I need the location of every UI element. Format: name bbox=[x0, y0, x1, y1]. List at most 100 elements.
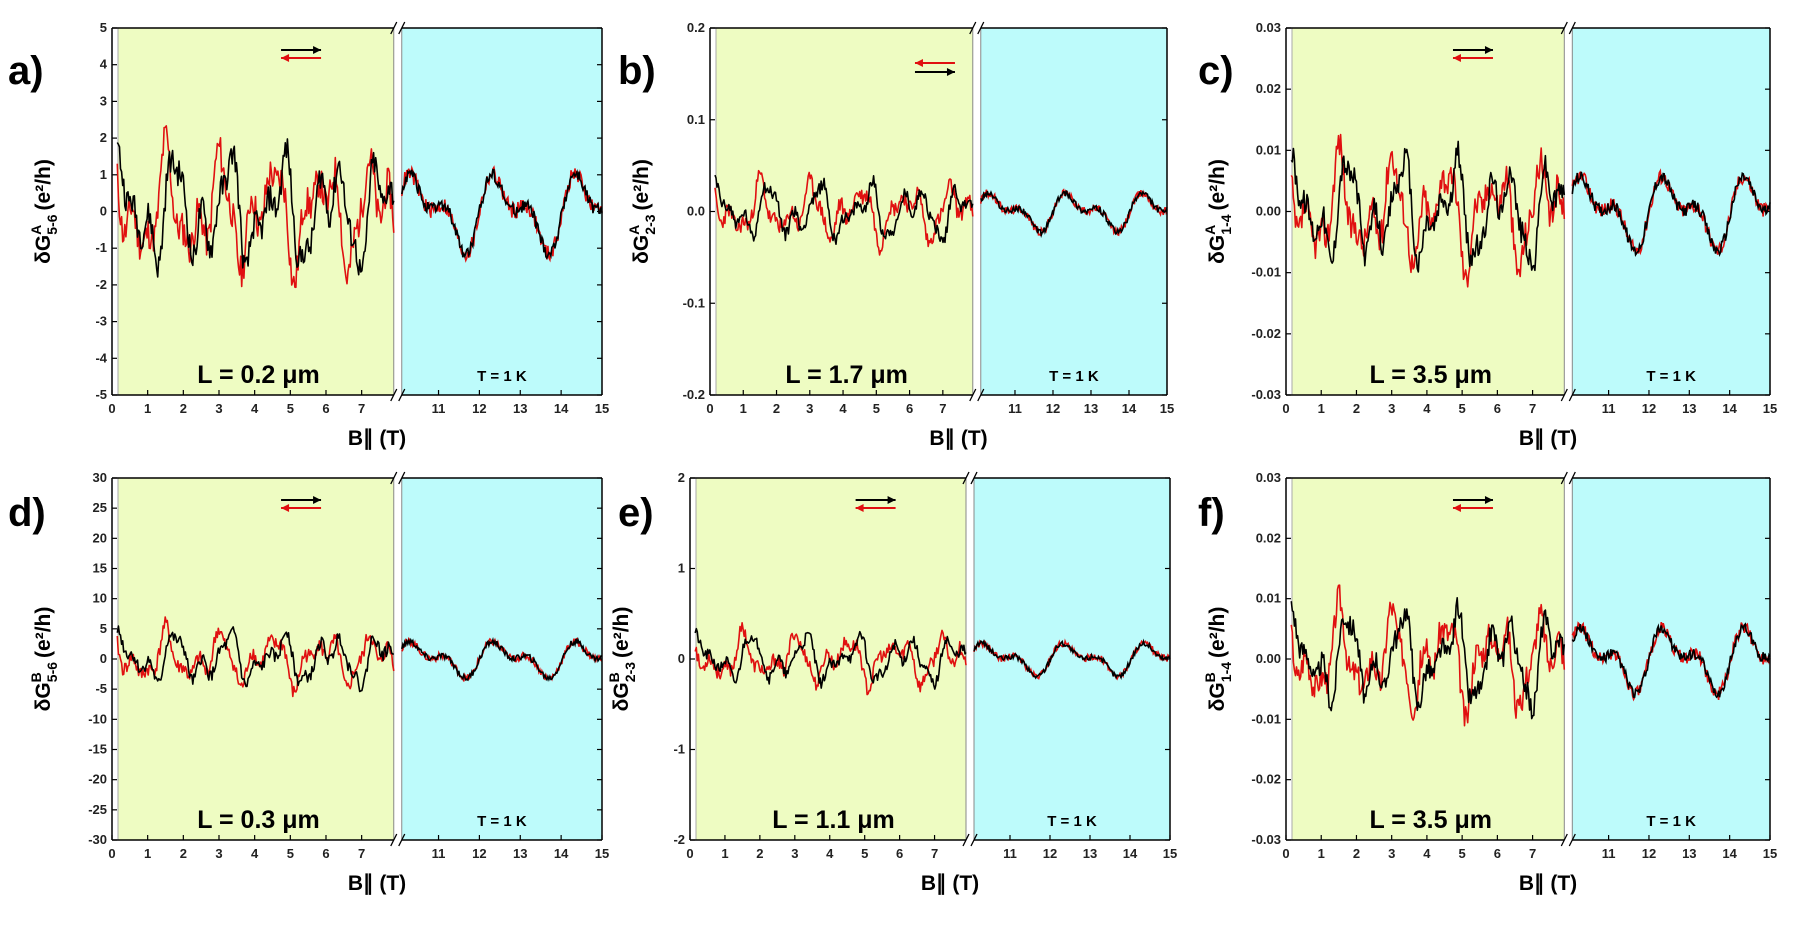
x-tick-label: 5 bbox=[287, 401, 294, 416]
y-axis-label: δGB2-3(e²/h) bbox=[606, 607, 638, 712]
x-tick-label: 2 bbox=[773, 401, 780, 416]
y-tick-label: 0.02 bbox=[1256, 530, 1281, 545]
axis-break-mark bbox=[1560, 471, 1568, 485]
x-axis-label: B∥ (T) bbox=[921, 872, 979, 895]
x-tick-label: 12 bbox=[472, 401, 486, 416]
temperature-label: T = 1 K bbox=[477, 813, 527, 830]
y-tick-label: 0 bbox=[100, 204, 107, 219]
x-tick-label: 2 bbox=[756, 846, 763, 861]
y-tick-label: -15 bbox=[88, 742, 107, 757]
panel-letter: f) bbox=[1198, 491, 1225, 535]
x-tick-label: 13 bbox=[1084, 401, 1098, 416]
axis-break-mark bbox=[962, 471, 970, 485]
y-tick-label: -1 bbox=[673, 742, 685, 757]
y-tick-label: -30 bbox=[88, 832, 107, 847]
x-tick-label: 5 bbox=[1459, 401, 1466, 416]
x-tick-label: 6 bbox=[906, 401, 913, 416]
y-tick-label: -3 bbox=[95, 314, 107, 329]
arrow-down-sweep-head bbox=[855, 504, 864, 512]
x-tick-label: 14 bbox=[1722, 846, 1737, 861]
y-tick-label: -25 bbox=[88, 802, 107, 817]
x-tick-label: 13 bbox=[1682, 846, 1696, 861]
axis-break-mark bbox=[398, 21, 406, 35]
x-tick-label: 14 bbox=[1123, 846, 1138, 861]
panel-letter: a) bbox=[8, 49, 44, 93]
y-tick-label: -10 bbox=[88, 711, 107, 726]
y-tick-label: -0.02 bbox=[1251, 326, 1281, 341]
y-tick-label: -0.03 bbox=[1251, 387, 1281, 402]
x-tick-label: 1 bbox=[144, 401, 151, 416]
temperature-label: T = 1 K bbox=[1047, 813, 1097, 830]
temperature-label: T = 1 K bbox=[1646, 368, 1696, 385]
length-label: L = 1.1 μm bbox=[772, 806, 895, 834]
y-tick-label: 0.1 bbox=[687, 112, 705, 127]
x-tick-label: 15 bbox=[595, 401, 609, 416]
arrow-down-sweep-head bbox=[914, 59, 923, 67]
x-tick-label: 1 bbox=[1318, 846, 1325, 861]
axis-break-mark bbox=[969, 21, 977, 35]
left-region-bg bbox=[1292, 478, 1565, 840]
length-label: L = 0.2 μm bbox=[197, 361, 320, 389]
trace-black-right bbox=[401, 168, 603, 260]
x-axis-label: B∥ (T) bbox=[1519, 872, 1577, 895]
chart-panel-1: -0.2-0.10.00.10.20 1 2 3 4 5 6 7 11 12 13 14 15b)δGA… bbox=[618, 20, 1174, 450]
y-tick-label: 15 bbox=[93, 561, 107, 576]
trace-black-left bbox=[116, 138, 395, 278]
axis-break-mark bbox=[1560, 21, 1568, 35]
x-tick-label: 3 bbox=[215, 401, 222, 416]
y-tick-label: 0.03 bbox=[1256, 20, 1281, 35]
y-tick-label: 4 bbox=[100, 57, 108, 72]
x-tick-label: 4 bbox=[251, 401, 259, 416]
axis-break-mark bbox=[1568, 471, 1576, 485]
x-tick-label: 12 bbox=[472, 846, 486, 861]
y-tick-label: 1 bbox=[100, 167, 107, 182]
panel-letter: d) bbox=[8, 491, 46, 535]
y-tick-label: 0 bbox=[678, 651, 685, 666]
y-tick-label: 0.03 bbox=[1256, 470, 1281, 485]
x-axis-label: B∥ (T) bbox=[1519, 427, 1577, 450]
x-tick-label: 11 bbox=[1602, 401, 1616, 416]
temperature-label: T = 1 K bbox=[1049, 368, 1099, 385]
trace-red-left bbox=[714, 169, 974, 256]
x-tick-label: 5 bbox=[287, 846, 294, 861]
y-tick-label: 0.00 bbox=[1256, 651, 1281, 666]
x-tick-label: 4 bbox=[839, 401, 847, 416]
x-tick-label: 15 bbox=[1763, 401, 1777, 416]
x-tick-label: 0 bbox=[108, 401, 115, 416]
trace-black-right bbox=[1571, 171, 1771, 258]
x-tick-label: 4 bbox=[826, 846, 834, 861]
chart-panel-2: -0.03-0.02-0.010.000.010.020.030 1 2 3 4 5 6 7 1… bbox=[1198, 20, 1777, 450]
x-tick-label: 14 bbox=[554, 846, 569, 861]
temperature-label: T = 1 K bbox=[1646, 813, 1696, 830]
axis-break-mark bbox=[977, 21, 985, 35]
arrow-up-sweep-head bbox=[313, 496, 322, 504]
trace-black-left bbox=[1290, 140, 1566, 273]
y-tick-label: -5 bbox=[95, 681, 107, 696]
panel-letter: b) bbox=[618, 49, 656, 93]
y-tick-label: 30 bbox=[93, 470, 107, 485]
y-tick-label: 0.0 bbox=[687, 204, 705, 219]
y-tick-label: 3 bbox=[100, 93, 107, 108]
x-tick-label: 3 bbox=[791, 846, 798, 861]
x-tick-label: 6 bbox=[1494, 401, 1501, 416]
x-tick-label: 15 bbox=[1160, 401, 1174, 416]
x-tick-label: 6 bbox=[322, 846, 329, 861]
x-tick-label: 6 bbox=[896, 846, 903, 861]
x-tick-label: 1 bbox=[740, 401, 747, 416]
arrow-down-sweep-head bbox=[281, 504, 290, 512]
x-tick-label: 0 bbox=[1282, 401, 1289, 416]
y-tick-label: -1 bbox=[95, 240, 107, 255]
y-tick-label: 0.01 bbox=[1256, 142, 1281, 157]
y-tick-label: -4 bbox=[95, 350, 107, 365]
x-tick-label: 11 bbox=[432, 846, 446, 861]
x-tick-label: 12 bbox=[1043, 846, 1057, 861]
axis-break-mark bbox=[970, 833, 978, 847]
length-label: L = 3.5 μm bbox=[1369, 806, 1492, 834]
x-tick-label: 1 bbox=[721, 846, 728, 861]
y-tick-label: -0.1 bbox=[683, 295, 705, 310]
x-tick-label: 1 bbox=[144, 846, 151, 861]
y-tick-label: -5 bbox=[95, 387, 107, 402]
x-tick-label: 0 bbox=[108, 846, 115, 861]
